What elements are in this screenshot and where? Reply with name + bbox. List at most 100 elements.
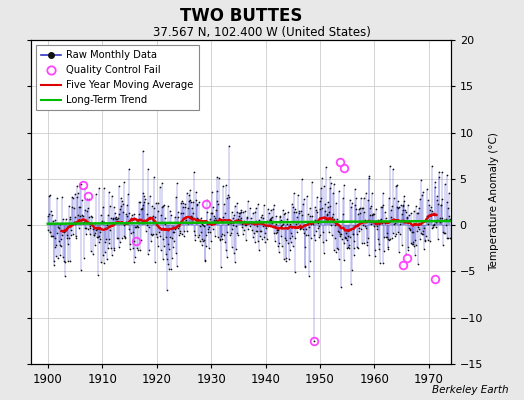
Point — [165, 266, 173, 272]
Point — [445, 189, 453, 196]
Point — [221, 210, 230, 216]
Point — [156, 233, 164, 239]
Point — [292, 209, 301, 215]
Point — [403, 247, 412, 253]
Point — [336, 233, 345, 240]
Point — [254, 201, 262, 208]
Point — [141, 196, 149, 203]
Point — [394, 197, 402, 204]
Point — [144, 200, 152, 206]
Point — [321, 215, 329, 221]
Point — [199, 222, 207, 228]
Point — [264, 206, 272, 212]
Point — [409, 239, 417, 245]
Point — [116, 206, 124, 213]
Point — [181, 201, 189, 208]
Point — [360, 195, 368, 201]
Point — [402, 214, 411, 221]
Point — [220, 201, 228, 208]
Point — [187, 212, 195, 219]
Point — [113, 216, 122, 222]
Point — [121, 235, 129, 242]
Point — [344, 232, 352, 239]
Point — [171, 214, 179, 220]
Point — [127, 230, 135, 236]
Point — [301, 262, 310, 269]
Point — [257, 228, 266, 235]
Point — [224, 221, 233, 228]
Point — [254, 238, 263, 244]
Point — [337, 236, 346, 242]
Point — [298, 211, 306, 218]
Point — [159, 236, 168, 242]
Point — [212, 188, 221, 194]
Point — [188, 214, 196, 221]
Point — [312, 228, 320, 234]
Point — [331, 235, 340, 241]
Point — [318, 175, 326, 181]
Point — [302, 232, 310, 239]
Point — [160, 202, 168, 208]
Point — [154, 242, 162, 249]
Point — [136, 247, 145, 253]
Point — [171, 226, 179, 232]
Point — [257, 219, 265, 226]
Point — [87, 212, 95, 219]
Point — [129, 245, 137, 252]
Point — [272, 229, 281, 236]
Point — [128, 217, 136, 224]
Point — [140, 193, 148, 199]
Point — [172, 250, 180, 256]
Point — [417, 230, 425, 237]
Point — [241, 208, 249, 214]
Point — [229, 214, 237, 221]
Point — [181, 204, 190, 210]
Point — [129, 259, 138, 265]
Point — [340, 182, 348, 189]
Point — [370, 253, 379, 260]
Point — [139, 202, 147, 208]
Point — [204, 229, 212, 236]
Point — [245, 220, 253, 226]
Point — [329, 190, 337, 196]
Point — [113, 235, 121, 241]
Point — [442, 198, 451, 205]
Point — [161, 215, 169, 221]
Point — [66, 214, 74, 220]
Title: TWO BUTTES: TWO BUTTES — [180, 6, 302, 24]
Point — [177, 200, 185, 206]
Point — [281, 237, 290, 243]
Point — [93, 272, 102, 278]
Point — [261, 230, 269, 236]
Point — [205, 245, 213, 251]
Point — [395, 248, 403, 255]
Point — [245, 219, 254, 226]
Point — [102, 236, 111, 242]
Point — [49, 262, 58, 268]
Point — [328, 232, 336, 238]
Point — [134, 247, 142, 254]
Point — [55, 225, 63, 232]
Point — [114, 215, 122, 221]
Point — [314, 234, 323, 240]
Point — [331, 222, 339, 229]
Point — [368, 190, 376, 196]
Point — [202, 221, 211, 228]
Point — [364, 173, 373, 180]
Point — [86, 225, 95, 232]
Point — [358, 204, 366, 211]
Point — [363, 239, 371, 245]
Point — [358, 204, 367, 211]
Point — [397, 202, 406, 209]
Point — [339, 195, 347, 202]
Point — [414, 226, 423, 232]
Point — [177, 210, 185, 216]
Point — [143, 222, 151, 228]
Point — [442, 222, 450, 228]
Point — [350, 238, 358, 244]
Point — [161, 220, 169, 227]
Point — [99, 204, 107, 210]
Point — [167, 266, 175, 272]
Point — [134, 216, 143, 222]
Point — [253, 223, 261, 229]
